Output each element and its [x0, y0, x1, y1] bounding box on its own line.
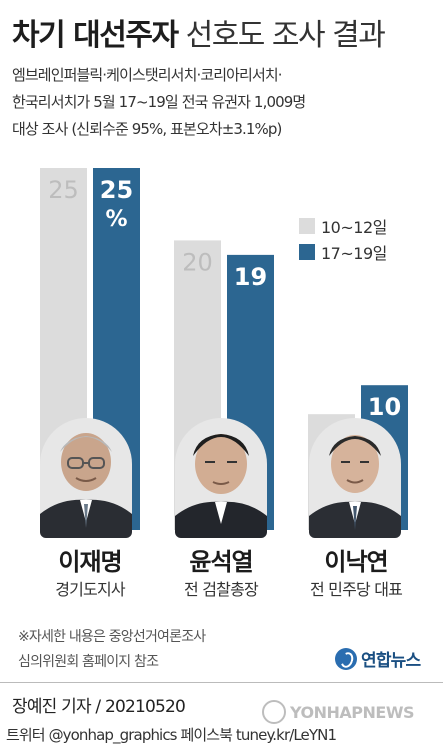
value-label-curr-3: 10: [368, 393, 401, 421]
footnote-line-2: 심의위원회 홈페이지 참조: [18, 654, 159, 670]
title-bold-part: 차기 대선주자: [12, 18, 179, 53]
portrait-lee-nak-yon: [309, 418, 401, 538]
legend-swatch-prev: [299, 218, 315, 234]
yonhapnews-watermark: YONHAPNEWS: [262, 700, 415, 724]
value-label-prev-1: 25: [48, 176, 79, 204]
legend: 10~12일 17~19일: [299, 213, 387, 265]
candidate-name-3: 이낙연: [324, 548, 388, 576]
portrait-yoon-seok-youl: [175, 418, 267, 538]
legend-item-curr: 17~19일: [299, 239, 387, 265]
social-links: 트위터 @yonhap_graphics 페이스북 tuney.kr/LeYN1: [6, 726, 337, 744]
value-label-curr-2: 19: [234, 263, 267, 291]
legend-swatch-curr: [299, 244, 315, 260]
unit-label: %: [105, 207, 127, 232]
watermark-text: YONHAPNEWS: [290, 702, 415, 722]
subtitle-line-3: 대상 조사 (신뢰수준 95%, 표본오차±3.1%p): [12, 120, 282, 138]
candidate-name-2: 윤석열: [189, 548, 253, 576]
subtitle-line-1: 엠브레인퍼블릭·케이스탯리서치·코리아리서치·: [12, 66, 283, 84]
candidate-role-1: 경기도지사: [55, 580, 125, 599]
portrait-lee-nak-yon-image: [309, 418, 401, 538]
footer-divider: [0, 682, 443, 683]
candidate-role-3: 전 민주당 대표: [309, 580, 403, 599]
candidate-name-1: 이재명: [58, 548, 122, 576]
value-label-curr-1: 25: [100, 176, 133, 204]
reporter-credit: 장예진 기자 / 20210520: [12, 697, 186, 717]
candidate-role-2: 전 검찰총장: [184, 580, 259, 599]
yonhap-logo-text: 연합뉴스: [361, 651, 421, 671]
yonhap-logo: 연합뉴스: [335, 646, 421, 671]
value-label-prev-2: 20: [182, 248, 213, 276]
portrait-lee-jae-myung: [40, 418, 132, 538]
yonhap-logo-icon: [335, 647, 357, 670]
legend-item-prev: 10~12일: [299, 213, 387, 239]
chart-title: 차기 대선주자 선호도 조사 결과: [12, 10, 386, 54]
title-light-part: 선호도 조사 결과: [185, 18, 386, 53]
portrait-yoon-seok-youl-image: [175, 418, 267, 538]
watermark-circle-icon: [262, 700, 286, 724]
legend-label-prev: 10~12일: [321, 218, 387, 237]
legend-label-curr: 17~19일: [321, 244, 387, 263]
portrait-lee-jae-myung-image: [40, 418, 132, 538]
footnote-line-1: ※자세한 내용은 중앙선거여론조사: [18, 629, 206, 645]
subtitle-line-2: 한국리서치가 5월 17~19일 전국 유권자 1,009명: [12, 93, 306, 111]
